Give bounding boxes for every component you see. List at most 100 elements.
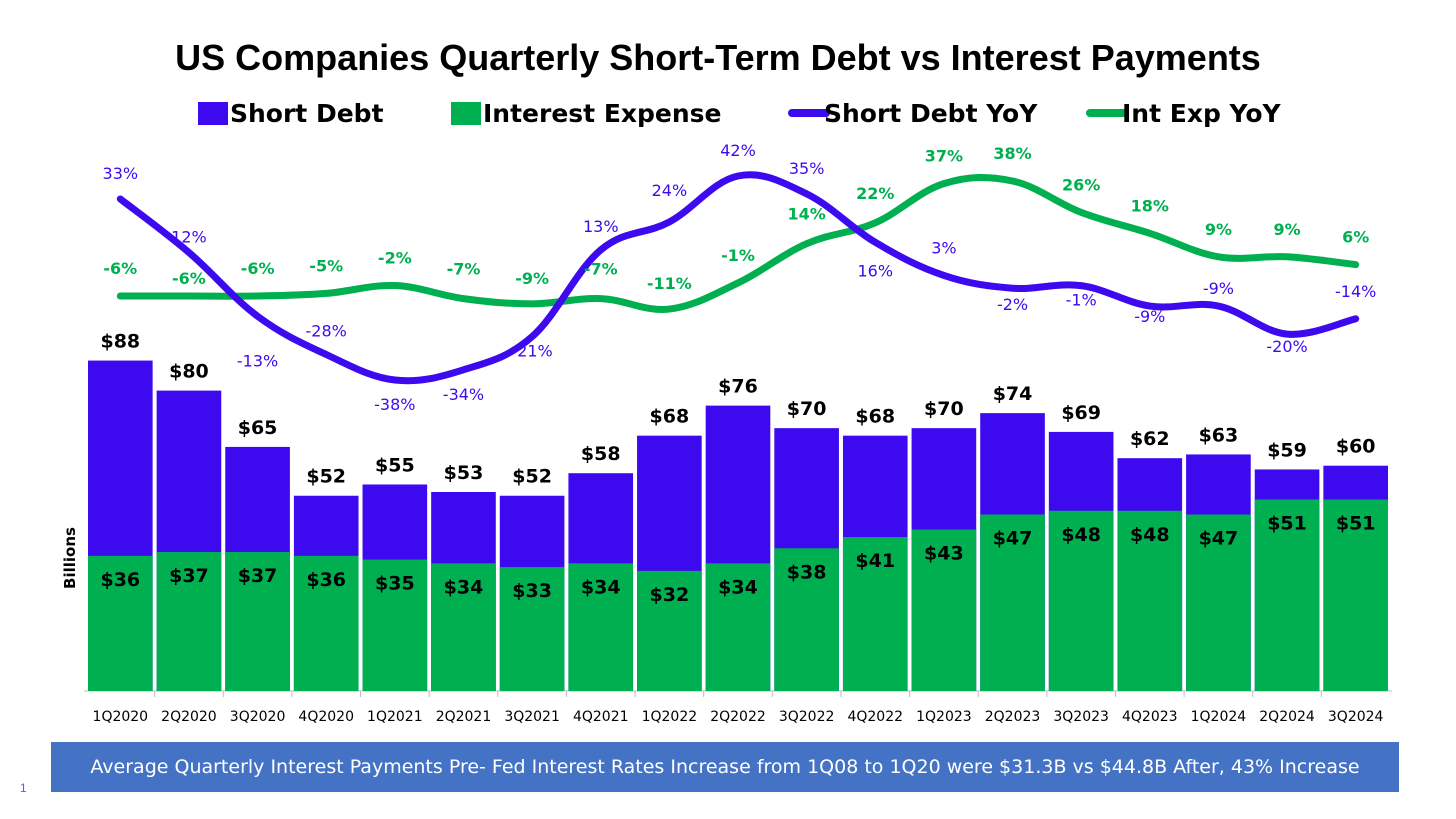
bar-label-interest-expense: $43 [924, 543, 964, 565]
bar-label-interest-expense: $35 [375, 573, 415, 595]
point-label-int-exp-yoy: -6% [172, 269, 206, 288]
bar-interest-expense [225, 552, 290, 691]
legend: Short Debt Interest Expense Short Debt YoY… [198, 99, 1282, 128]
bar-interest-expense [1048, 510, 1114, 691]
x-tick-label: 3Q2020 [230, 709, 286, 725]
bar-label-interest-expense: $36 [306, 569, 346, 591]
x-tick-label: 3Q2024 [1328, 709, 1384, 725]
chart: US Companies Quarterly Short-Term Debt v… [61, 37, 1392, 725]
bar-interest-expense [362, 559, 428, 691]
point-label-int-exp-yoy: 9% [1273, 220, 1300, 239]
bar-label-short-debt: $59 [1267, 439, 1307, 461]
bar-label-interest-expense: $32 [650, 584, 690, 606]
x-ticks: 1Q2020 2Q2020 3Q2020 4Q2020 1Q2021 2Q2021 3Q20… [93, 691, 1384, 725]
bar-label-short-debt: $70 [924, 398, 964, 420]
point-label-int-exp-yoy: 6% [1342, 228, 1369, 247]
point-label-short-debt-yoy: -13% [237, 351, 278, 370]
line-short-debt-yoy [116, 171, 1360, 385]
bar-interest-expense [1117, 510, 1183, 691]
bar-label-short-debt: $63 [1199, 424, 1239, 446]
bar-label-interest-expense: $34 [581, 576, 621, 598]
point-label-short-debt-yoy: 42% [720, 141, 756, 160]
x-tick-label: 3Q2023 [1053, 709, 1109, 725]
bar-label-short-debt: $55 [375, 454, 415, 476]
x-tick-label: 1Q2023 [916, 709, 972, 725]
point-label-short-debt-yoy: 12% [171, 228, 207, 247]
y-axis-label: Billions [61, 527, 79, 589]
legend-label: Interest Expense [483, 99, 722, 128]
point-label-int-exp-yoy: 22% [856, 184, 894, 203]
x-tick-label: 4Q2022 [847, 709, 903, 725]
bar-label-interest-expense: $48 [1061, 524, 1101, 546]
point-label-int-exp-yoy: 9% [1205, 220, 1232, 239]
bar-label-short-debt: $52 [512, 466, 552, 488]
point-label-short-debt-yoy: 16% [857, 261, 893, 280]
point-label-int-exp-yoy: -11% [647, 274, 692, 293]
x-tick-label: 2Q2021 [436, 709, 492, 725]
point-label-short-debt-yoy: 24% [652, 181, 688, 200]
x-tick-label: 1Q2022 [642, 709, 698, 725]
bar-label-interest-expense: $33 [512, 580, 552, 602]
point-label-short-debt-yoy: -20% [1266, 337, 1307, 356]
point-label-int-exp-yoy: -5% [309, 256, 343, 275]
bar-label-short-debt: $58 [581, 443, 621, 465]
legend-swatch [451, 102, 481, 125]
bar-label-interest-expense: $34 [444, 576, 484, 598]
bar-label-short-debt: $60 [1336, 436, 1376, 458]
bar-label-interest-expense: $47 [993, 528, 1033, 550]
legend-label: Short Debt [230, 99, 384, 128]
point-label-short-debt-yoy: 35% [789, 159, 825, 178]
x-tick-label: 4Q2021 [573, 709, 629, 725]
point-label-int-exp-yoy: -6% [241, 259, 275, 278]
point-label-short-debt-yoy: -9% [1203, 279, 1234, 298]
point-label-int-exp-yoy: -9% [515, 269, 549, 288]
x-tick-label: 3Q2021 [504, 709, 560, 725]
bar-interest-expense [911, 529, 977, 691]
point-label-int-exp-yoy: -1% [721, 246, 755, 265]
bar-label-short-debt: $69 [1061, 402, 1101, 424]
footer-banner: Average Quarterly Interest Payments Pre-… [51, 742, 1399, 792]
x-tick-label: 4Q2020 [298, 709, 354, 725]
bar-interest-expense [156, 552, 222, 691]
bar-label-short-debt: $88 [100, 331, 140, 353]
point-label-int-exp-yoy: 37% [925, 147, 963, 166]
bar-label-short-debt: $80 [169, 361, 209, 383]
point-label-int-exp-yoy: -6% [103, 259, 137, 278]
x-tick-label: 4Q2023 [1122, 709, 1178, 725]
point-label-short-debt-yoy: -34% [443, 385, 484, 404]
bar-label-interest-expense: $37 [238, 565, 278, 587]
bar-interest-expense [980, 514, 1045, 691]
bar-interest-expense [774, 548, 839, 691]
bar-interest-expense [568, 563, 634, 691]
bar-interest-expense [1186, 514, 1251, 691]
point-label-int-exp-yoy: 38% [993, 144, 1031, 163]
bar-label-interest-expense: $37 [169, 565, 209, 587]
point-label-int-exp-yoy: 14% [787, 205, 825, 224]
bar-interest-expense [842, 537, 908, 691]
point-label-int-exp-yoy: -7% [447, 260, 481, 279]
bar-interest-expense [499, 567, 565, 691]
point-label-short-debt-yoy: 33% [103, 164, 139, 183]
bar-label-interest-expense: $51 [1267, 512, 1307, 534]
x-tick-label: 1Q2024 [1191, 709, 1247, 725]
bar-label-short-debt: $65 [238, 417, 278, 439]
bar-label-interest-expense: $34 [718, 576, 758, 598]
lines-layer: 33% 12% -13% -28% -38% -34% -21% 13% 24% 42% 35% 16… [103, 141, 1377, 414]
x-tick-label: 2Q2022 [710, 709, 766, 725]
point-label-int-exp-yoy: 26% [1062, 175, 1100, 194]
point-label-short-debt-yoy: -1% [1066, 291, 1097, 310]
line-int-exp-yoy [116, 173, 1360, 313]
x-tick-label: 2Q2024 [1259, 709, 1315, 725]
point-label-int-exp-yoy: -2% [378, 249, 412, 268]
point-label-short-debt-yoy: -2% [997, 295, 1028, 314]
bar-interest-expense [431, 563, 496, 691]
bar-interest-expense [705, 563, 771, 691]
point-label-short-debt-yoy: -21% [511, 342, 552, 361]
chart-title: US Companies Quarterly Short-Term Debt v… [175, 37, 1261, 78]
bar-label-short-debt: $76 [718, 376, 758, 398]
legend-label: Int Exp YoY [1122, 99, 1282, 128]
bar-label-short-debt: $68 [650, 406, 690, 428]
x-tick-label: 2Q2023 [985, 709, 1041, 725]
bar-label-short-debt: $68 [855, 406, 895, 428]
bar-interest-expense [637, 570, 702, 691]
